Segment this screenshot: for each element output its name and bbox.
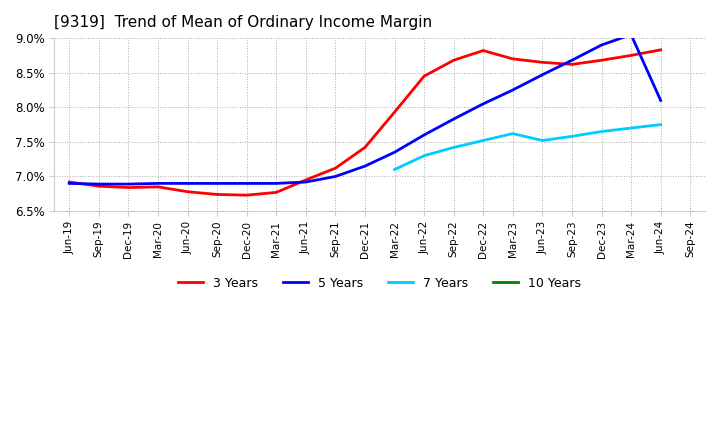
Text: [9319]  Trend of Mean of Ordinary Income Margin: [9319] Trend of Mean of Ordinary Income … <box>55 15 433 30</box>
Legend: 3 Years, 5 Years, 7 Years, 10 Years: 3 Years, 5 Years, 7 Years, 10 Years <box>173 272 586 295</box>
